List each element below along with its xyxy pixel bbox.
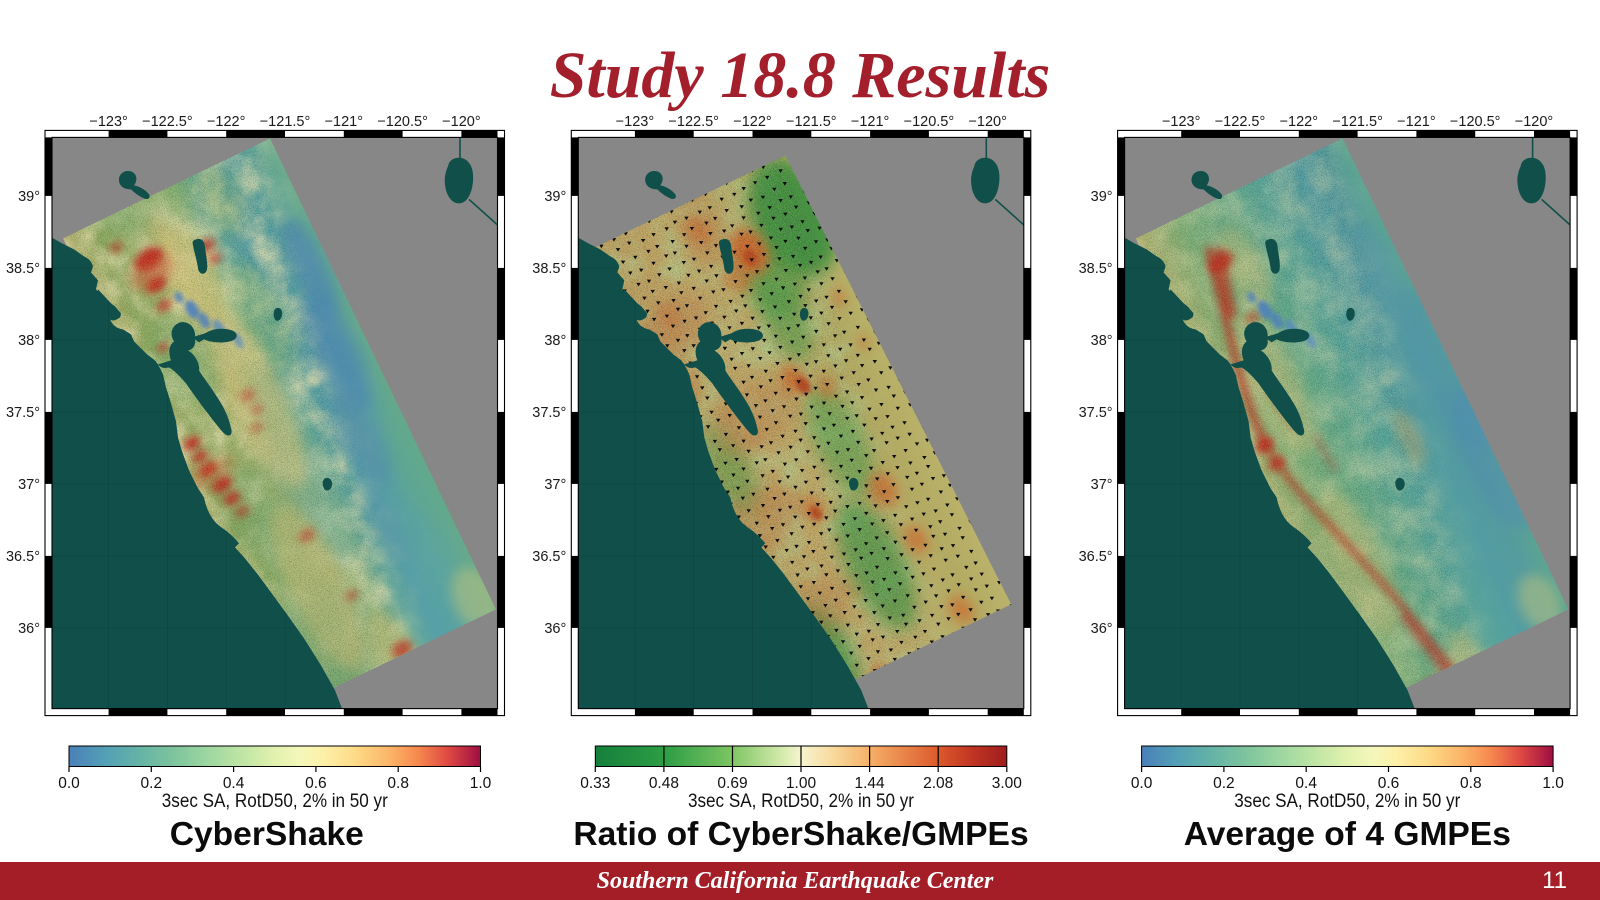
- svg-text:38.5°: 38.5°: [532, 261, 566, 277]
- svg-text:−122°: −122°: [207, 114, 245, 130]
- svg-text:37.5°: 37.5°: [1079, 405, 1113, 421]
- svg-text:−123°: −123°: [89, 114, 127, 130]
- svg-text:−121.5°: −121.5°: [260, 114, 311, 130]
- svg-text:38.5°: 38.5°: [6, 261, 40, 277]
- svg-text:0.6: 0.6: [1378, 775, 1400, 792]
- svg-text:0.8: 0.8: [387, 775, 409, 792]
- svg-text:−121°: −121°: [1397, 114, 1435, 130]
- svg-text:2.08: 2.08: [923, 775, 953, 792]
- svg-text:−121.5°: −121.5°: [1332, 114, 1383, 130]
- svg-text:−121°: −121°: [325, 114, 363, 130]
- svg-text:38°: 38°: [544, 333, 566, 349]
- svg-text:3sec SA, RotD50, 2% in 50 yr: 3sec SA, RotD50, 2% in 50 yr: [1234, 790, 1460, 812]
- svg-text:36°: 36°: [1091, 621, 1113, 637]
- svg-text:CyberShake: CyberShake: [170, 816, 364, 853]
- svg-text:3sec SA, RotD50, 2% in 50 yr: 3sec SA, RotD50, 2% in 50 yr: [162, 790, 388, 812]
- svg-text:0.2: 0.2: [1213, 775, 1235, 792]
- svg-text:39°: 39°: [544, 189, 566, 205]
- svg-text:38.5°: 38.5°: [1079, 261, 1113, 277]
- svg-text:−120°: −120°: [968, 114, 1006, 130]
- svg-text:36.5°: 36.5°: [6, 549, 40, 565]
- svg-text:3.00: 3.00: [992, 775, 1023, 792]
- svg-text:−122.5°: −122.5°: [668, 114, 719, 130]
- svg-text:0.4: 0.4: [1295, 775, 1317, 792]
- svg-text:37.5°: 37.5°: [6, 405, 40, 421]
- svg-text:−120.5°: −120.5°: [1450, 114, 1501, 130]
- svg-text:3sec SA, RotD50, 2% in 50 yr: 3sec SA, RotD50, 2% in 50 yr: [688, 790, 914, 812]
- svg-text:36.5°: 36.5°: [1079, 549, 1113, 565]
- svg-text:36.5°: 36.5°: [532, 549, 566, 565]
- svg-text:0.0: 0.0: [1131, 775, 1153, 792]
- svg-text:0.48: 0.48: [649, 775, 679, 792]
- svg-text:−121.5°: −121.5°: [786, 114, 837, 130]
- svg-text:0.6: 0.6: [305, 775, 327, 792]
- svg-text:36°: 36°: [544, 621, 566, 637]
- svg-text:1.0: 1.0: [470, 775, 492, 792]
- svg-text:−122.5°: −122.5°: [142, 114, 193, 130]
- svg-text:−122°: −122°: [733, 114, 771, 130]
- svg-text:1.44: 1.44: [855, 775, 886, 792]
- svg-text:0.2: 0.2: [141, 775, 163, 792]
- svg-text:−120°: −120°: [1515, 114, 1553, 130]
- svg-text:38°: 38°: [18, 333, 40, 349]
- svg-text:0.33: 0.33: [580, 775, 610, 792]
- svg-text:Ratio of CyberShake/GMPEs: Ratio of CyberShake/GMPEs: [573, 816, 1028, 853]
- svg-text:39°: 39°: [1091, 189, 1113, 205]
- svg-text:37°: 37°: [544, 477, 566, 493]
- svg-text:−120°: −120°: [442, 114, 480, 130]
- svg-text:38°: 38°: [1091, 333, 1113, 349]
- svg-text:0.4: 0.4: [223, 775, 245, 792]
- svg-text:39°: 39°: [18, 189, 40, 205]
- svg-text:37°: 37°: [18, 477, 40, 493]
- svg-text:0.69: 0.69: [717, 775, 747, 792]
- svg-text:−123°: −123°: [1162, 114, 1200, 130]
- svg-text:−122°: −122°: [1280, 114, 1318, 130]
- svg-text:−122.5°: −122.5°: [1215, 114, 1266, 130]
- svg-text:0.0: 0.0: [58, 775, 80, 792]
- svg-text:37.5°: 37.5°: [532, 405, 566, 421]
- svg-text:37°: 37°: [1091, 477, 1113, 493]
- svg-text:−120.5°: −120.5°: [904, 114, 955, 130]
- svg-text:−120.5°: −120.5°: [377, 114, 428, 130]
- svg-text:1.0: 1.0: [1542, 775, 1564, 792]
- svg-text:0.8: 0.8: [1460, 775, 1482, 792]
- svg-text:−121°: −121°: [851, 114, 889, 130]
- svg-text:−123°: −123°: [616, 114, 654, 130]
- svg-text:Average of 4 GMPEs: Average of 4 GMPEs: [1184, 816, 1511, 853]
- svg-text:1.00: 1.00: [786, 775, 817, 792]
- svg-text:36°: 36°: [18, 621, 40, 637]
